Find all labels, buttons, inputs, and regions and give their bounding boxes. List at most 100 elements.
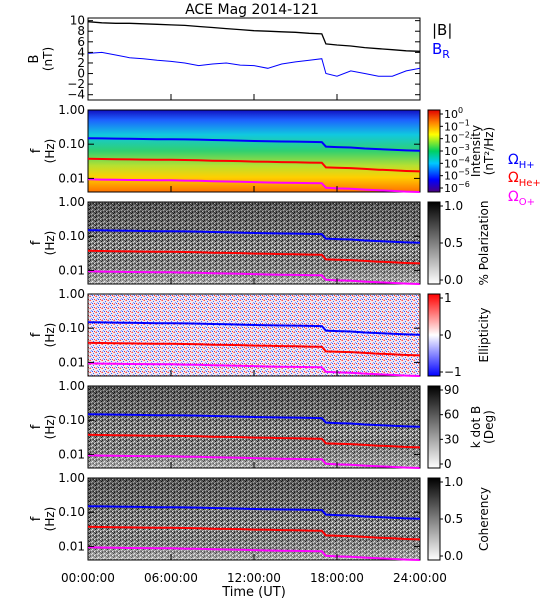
colorbar-tick-label: 10−1 xyxy=(444,118,470,133)
field-ytick-label: 0 xyxy=(77,67,85,81)
panel-ellipticity-image xyxy=(88,294,420,376)
gyro-line-he xyxy=(87,525,421,541)
gyro-legend: ΩH+ ΩHe+ ΩO+ xyxy=(508,152,541,208)
colorbar-label: Coherency xyxy=(477,487,491,551)
x-tick-label: 06:00:00 xyxy=(144,571,198,585)
gyro-line-he xyxy=(87,157,421,173)
spectrogram-panels: 1.000.100.01f (Hz)10010−110−210−310−410−5… xyxy=(29,103,496,563)
colorbar-unit: (nT²/Hz) xyxy=(482,127,496,175)
colorbar-label: Ellipticity xyxy=(477,308,491,363)
panel-yunit: (Hz) xyxy=(43,323,57,348)
panel-yunit: (Hz) xyxy=(43,139,57,164)
panel-intensity: 1.00 0.10 0.01 f (Hz) 10010−110−210−310−410−5… xyxy=(29,103,496,195)
panel-polarization-shade xyxy=(88,202,420,284)
colorbar-label: k dot B xyxy=(469,406,483,448)
panel-ylabel: f xyxy=(29,148,44,153)
gyro-line-h xyxy=(87,413,421,428)
gyro-line-h xyxy=(87,137,421,152)
colorbar-tick-label: 0.0 xyxy=(444,549,463,563)
legend-b-total: |B| xyxy=(432,21,452,39)
freq-ytick-label: 0.01 xyxy=(58,355,85,369)
panel-kdotb: 1.00 0.10 0.01 f (Hz) 90 60 30 0 k dot B (Deg) xyxy=(29,379,496,471)
panel-yunit: (Hz) xyxy=(43,231,57,256)
gyro-line-o xyxy=(87,178,421,193)
colorbar-tick-label: 10−3 xyxy=(444,143,470,158)
field-ytick-label: −2 xyxy=(67,77,85,91)
colorbar-tick-label: 0.5 xyxy=(444,512,463,526)
gyro-line-h xyxy=(87,321,421,336)
colorbar-tick-label: 0.0 xyxy=(444,273,463,287)
colorbar-polarization xyxy=(427,201,441,285)
colorbar-tick-label: −1 xyxy=(444,365,462,379)
field-ylabel: B xyxy=(27,55,42,64)
x-axis-label: Time (UT) xyxy=(221,585,286,600)
x-tick-label: 24:00:00 xyxy=(393,571,447,585)
gyro-line-he xyxy=(87,341,421,357)
colorbar-tick-label: 10−2 xyxy=(444,131,470,146)
gyro-line-o xyxy=(87,270,421,285)
gyro-line-he xyxy=(87,433,421,449)
panel-yunit: (Hz) xyxy=(43,507,57,532)
series-b-total-line xyxy=(87,21,421,52)
x-tick-label: 00:00:00 xyxy=(61,571,115,585)
legend-b-r: BR xyxy=(432,40,450,61)
series-b-r-line xyxy=(87,51,421,77)
colorbar-tick-label: 10−5 xyxy=(444,168,470,183)
field-ytick-label: 4 xyxy=(77,45,85,59)
legend-omega-he: ΩHe+ xyxy=(508,170,541,189)
freq-ytick-label: 0.01 xyxy=(58,447,85,461)
colorbar-tick-label: 90 xyxy=(444,383,459,397)
panel-coherency-shade xyxy=(88,478,420,560)
panel-coherency: 1.00 0.10 0.01 f (Hz) 1.0 0.5 0.0 Coherency xyxy=(29,471,491,563)
x-tick-label: 12:00:00 xyxy=(227,571,281,585)
freq-ytick-label: 0.01 xyxy=(58,263,85,277)
panel-intensity-image xyxy=(88,110,420,192)
freq-ytick-label: 1.00 xyxy=(58,287,85,301)
colorbar-ellipticity xyxy=(427,293,441,377)
freq-ytick-label: 1.00 xyxy=(58,195,85,209)
field-ytick-label: 6 xyxy=(77,35,85,49)
colorbar-tick-label: 10−6 xyxy=(444,180,470,195)
field-ytick-label: 10 xyxy=(70,14,85,28)
colorbar-tick-label: 1.0 xyxy=(444,199,463,213)
gyro-line-o xyxy=(87,546,421,561)
field-ytick-label: 2 xyxy=(77,56,85,70)
field-yunit: (nT) xyxy=(41,47,55,71)
freq-ytick-label: 1.00 xyxy=(58,379,85,393)
colorbar-tick-label: 60 xyxy=(444,408,459,422)
legend-omega-o: ΩO+ xyxy=(508,189,535,208)
freq-ytick-label: 1.00 xyxy=(58,471,85,485)
panel-ylabel: f xyxy=(29,424,44,429)
legend-omega-h: ΩH+ xyxy=(508,152,535,171)
freq-ytick-label: 0.10 xyxy=(58,229,85,243)
freq-ytick-label: 0.10 xyxy=(58,413,85,427)
gyro-line-o xyxy=(87,362,421,377)
colorbar-tick-label: 1 xyxy=(444,291,452,305)
panel-ylabel: f xyxy=(29,516,44,521)
field-ytick-label: −4 xyxy=(67,88,85,102)
colorbar-intensity xyxy=(427,109,441,193)
colorbar-label: Intensity xyxy=(469,125,483,177)
colorbar-unit: (Deg) xyxy=(482,410,496,444)
panel-ylabel: f xyxy=(29,332,44,337)
colorbar-tick-label: 0 xyxy=(444,457,452,471)
freq-ytick-label: 0.01 xyxy=(58,171,85,185)
freq-ytick-label: 0.01 xyxy=(58,539,85,553)
panel-polarization: 1.00 0.10 0.01 f (Hz) 1.0 0.5 0.0 % Polarization xyxy=(29,195,491,287)
colorbar-kdotb xyxy=(427,385,441,469)
freq-ytick-label: 1.00 xyxy=(58,103,85,117)
x-tick-label: 18:00:00 xyxy=(310,571,364,585)
field-ytick-label: 8 xyxy=(77,24,85,38)
gyro-line-o xyxy=(87,454,421,469)
colorbar-tick-label: 100 xyxy=(444,106,463,121)
x-axis-ticks: 00:00:00 06:00:00 12:00:00 18:00:00 24:00:00 xyxy=(61,94,447,585)
colorbar-tick-label: 1.0 xyxy=(444,475,463,489)
colorbar-tick-label: 0.5 xyxy=(444,236,463,250)
panel-yunit: (Hz) xyxy=(43,415,57,440)
panel-ylabel: f xyxy=(29,240,44,245)
figure-title: ACE Mag 2014-121 xyxy=(185,2,319,18)
gyro-line-h xyxy=(87,229,421,244)
